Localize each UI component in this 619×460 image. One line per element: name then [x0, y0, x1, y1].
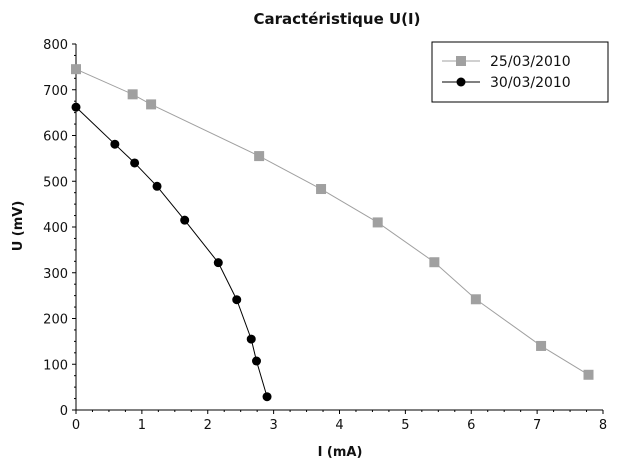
data-point: [232, 295, 242, 305]
x-tick-label: 5: [401, 418, 409, 433]
y-tick-label: 700: [43, 84, 68, 99]
y-tick-label: 800: [43, 38, 68, 53]
legend-item: 25/03/2010: [442, 54, 571, 70]
data-point: [146, 99, 157, 110]
legend-marker: [456, 77, 466, 87]
legend-marker: [456, 56, 466, 66]
data-point: [470, 294, 481, 305]
y-tick-label: 100: [43, 358, 68, 373]
data-point: [262, 392, 272, 402]
y-tick-label: 0: [60, 404, 68, 419]
y-tick-label: 200: [43, 313, 68, 328]
x-tick-label: 4: [335, 418, 343, 433]
y-tick-label: 600: [43, 130, 68, 145]
series-layer: [71, 64, 594, 402]
data-point: [316, 184, 327, 195]
legend-label: 25/03/2010: [490, 54, 571, 70]
y-axis: 0 100 200 300 400 500 600 700 800: [43, 38, 76, 419]
data-point: [110, 139, 120, 149]
data-point: [583, 369, 594, 380]
x-axis-label: I (mA): [318, 445, 363, 460]
data-point: [152, 181, 162, 191]
series-2: [71, 102, 272, 402]
y-tick-label: 300: [43, 267, 68, 282]
x-tick-label: 1: [138, 418, 146, 433]
y-axis-label: U (mV): [11, 201, 26, 252]
legend-label: 30/03/2010: [490, 75, 571, 91]
data-point: [536, 340, 547, 351]
chart-title: Caractéristique U(I): [254, 10, 421, 28]
legend: 25/03/2010 30/03/2010: [431, 41, 609, 103]
x-tick-label: 3: [269, 418, 277, 433]
x-tick-label: 6: [467, 418, 475, 433]
data-point: [71, 64, 81, 75]
data-point: [127, 89, 138, 100]
data-point: [130, 158, 140, 168]
x-tick-label: 0: [72, 418, 80, 433]
data-point: [251, 356, 261, 366]
series-line: [75, 68, 589, 376]
data-point: [429, 257, 440, 268]
series-line: [75, 106, 268, 397]
series-1: [71, 64, 594, 380]
y-tick-label: 400: [43, 221, 68, 236]
data-point: [180, 215, 190, 225]
legend-item: 30/03/2010: [442, 75, 571, 91]
x-tick-label: 2: [204, 418, 212, 433]
data-point: [372, 217, 383, 228]
data-point: [254, 151, 265, 162]
x-tick-label: 7: [533, 418, 541, 433]
x-axis: 0 1 2 3 4 5 6 7 8: [72, 410, 607, 433]
data-point: [246, 334, 256, 344]
x-tick-label: 8: [599, 418, 607, 433]
data-point: [71, 102, 81, 112]
legend-box: [431, 41, 609, 103]
data-point: [213, 258, 223, 268]
y-tick-label: 500: [43, 175, 68, 190]
